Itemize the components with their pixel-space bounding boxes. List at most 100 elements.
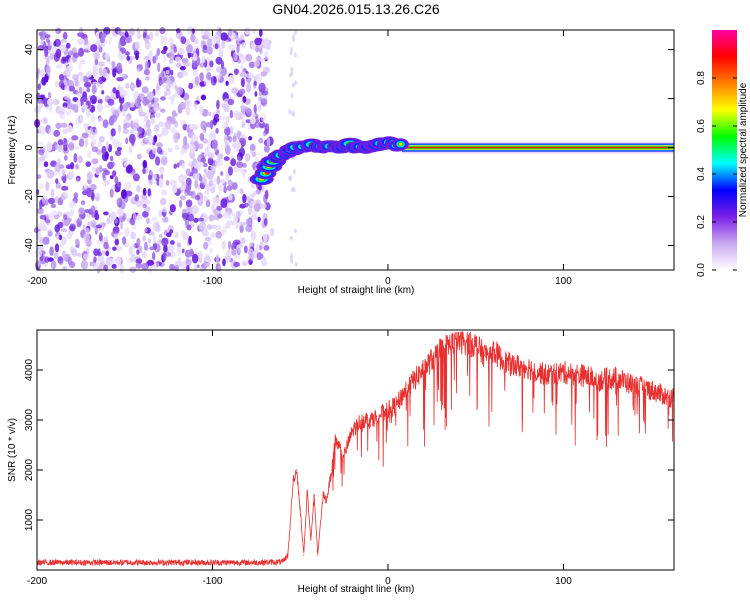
noise-speckle xyxy=(95,224,103,229)
noise-speckle xyxy=(94,58,99,66)
noise-speckle xyxy=(128,145,133,153)
snr-data-point xyxy=(325,499,328,501)
noise-speckle xyxy=(149,31,154,41)
spectrogram-x-axis-label: Height of straight line (km) xyxy=(298,285,415,296)
noise-speckle xyxy=(155,112,161,119)
snr-data-point xyxy=(422,369,424,371)
noise-speckle xyxy=(162,82,169,89)
colorbar-gradient xyxy=(712,30,737,270)
noise-speckle xyxy=(161,69,165,78)
noise-speckle xyxy=(67,65,74,71)
noise-speckle xyxy=(68,85,76,92)
noise-speckle xyxy=(118,73,125,78)
noise-speckle xyxy=(79,114,84,123)
noise-speckle xyxy=(263,193,268,204)
noise-speckle xyxy=(239,71,247,78)
noise-speckle xyxy=(148,238,151,244)
noise-speckle xyxy=(136,249,140,255)
noise-speckle xyxy=(218,159,224,167)
noise-speckle xyxy=(233,261,241,268)
noise-speckle xyxy=(111,263,117,269)
noise-speckle xyxy=(248,61,256,69)
noise-speckle xyxy=(163,244,168,253)
noise-speckle xyxy=(156,133,163,138)
noise-speckle xyxy=(105,250,110,257)
noise-speckle xyxy=(124,30,128,38)
noise-speckle xyxy=(223,185,227,194)
noise-speckle xyxy=(144,38,149,44)
noise-speckle xyxy=(144,76,150,81)
noise-speckle xyxy=(188,82,194,90)
noise-speckle xyxy=(237,37,242,42)
noise-speckle xyxy=(86,171,93,181)
figure-title: GN04.2026.015.13.26.C26 xyxy=(272,1,440,17)
noise-speckle xyxy=(260,65,265,71)
noise-speckle xyxy=(109,95,114,100)
snr-y-axis-label: SNR (10 * v/v) xyxy=(7,418,18,482)
noise-speckle xyxy=(206,72,212,81)
noise-speckle xyxy=(82,190,89,196)
noise-speckle xyxy=(55,178,59,185)
noise-speckle xyxy=(228,74,235,84)
noise-speckle xyxy=(82,123,90,128)
noise-speckle xyxy=(69,200,77,209)
noise-speckle xyxy=(142,32,147,38)
noise-speckle xyxy=(216,99,220,110)
colorbar-ticks: 0.0 0.2 0.4 0.6 0.8 xyxy=(696,71,737,277)
noise-speckle xyxy=(120,220,124,230)
noise-speckle xyxy=(189,123,197,130)
noise-speckle xyxy=(55,235,60,241)
noise-speckle xyxy=(124,181,132,190)
colorbar-tick-label: 0.6 xyxy=(696,119,707,133)
noise-speckle xyxy=(84,238,92,246)
noise-speckle xyxy=(122,103,129,112)
noise-speckle xyxy=(150,117,155,125)
noise-speckle xyxy=(270,227,275,237)
spectrogram-y-tick-label: 0 xyxy=(24,144,35,150)
noise-speckle xyxy=(68,57,74,65)
noise-speckle xyxy=(71,135,79,141)
noise-speckle xyxy=(262,233,268,243)
noise-speckle xyxy=(254,91,258,97)
noise-speckle xyxy=(227,220,235,226)
noise-speckle xyxy=(136,185,141,193)
spectrogram-y-tick-label: -20 xyxy=(24,189,35,204)
spectrogram-x-tick-label: -200 xyxy=(27,276,47,287)
noise-speckle xyxy=(103,241,109,250)
noise-speckle xyxy=(54,38,61,48)
noise-speckle xyxy=(221,240,226,250)
noise-speckle xyxy=(116,62,122,72)
noise-speckle xyxy=(165,69,170,75)
noise-speckle xyxy=(84,183,88,189)
noise-speckle xyxy=(290,93,294,99)
noise-speckle xyxy=(78,216,82,223)
noise-speckle xyxy=(45,147,50,158)
noise-speckle xyxy=(84,137,89,147)
noise-speckle xyxy=(74,107,79,113)
noise-speckle xyxy=(90,44,98,53)
noise-speckle xyxy=(255,244,259,252)
noise-speckle xyxy=(201,55,206,64)
noise-speckle xyxy=(128,133,136,144)
noise-speckle xyxy=(160,108,166,113)
noise-speckle xyxy=(245,73,253,79)
noise-speckle xyxy=(213,76,217,84)
noise-speckle xyxy=(166,232,172,238)
noise-speckle xyxy=(55,27,62,35)
noise-speckle xyxy=(68,142,75,151)
noise-speckle xyxy=(46,105,53,110)
noise-speckle xyxy=(104,151,109,160)
noise-speckle xyxy=(204,189,210,196)
noise-speckle xyxy=(230,212,236,217)
noise-speckle xyxy=(167,147,173,153)
noise-speckle xyxy=(190,33,196,43)
noise-speckle xyxy=(264,202,271,211)
noise-speckle xyxy=(170,240,175,246)
noise-speckle xyxy=(203,78,210,86)
noise-speckle xyxy=(288,175,292,181)
noise-speckle xyxy=(75,252,82,257)
noise-speckle xyxy=(89,261,94,267)
noise-speckle xyxy=(261,90,269,96)
noise-speckle xyxy=(164,120,172,130)
